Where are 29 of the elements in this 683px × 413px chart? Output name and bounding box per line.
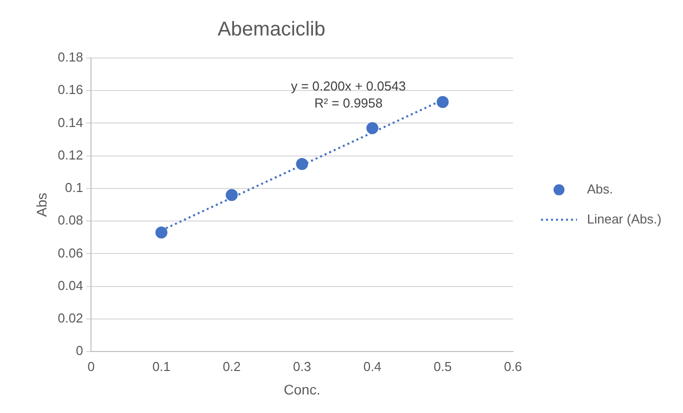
- x-tick-label: 0.5: [434, 358, 452, 374]
- point: [155, 226, 168, 239]
- y-tick-label: 0.04: [58, 278, 84, 293]
- annotation: y = 0.200x + 0.0543: [290, 78, 406, 94]
- x-tick-label: 0: [87, 358, 95, 374]
- y-tick-label: 0.14: [58, 114, 84, 130]
- y-tick-label: 0.16: [58, 82, 84, 98]
- point: [366, 122, 378, 134]
- x-axis-title: Conc.: [284, 381, 320, 398]
- x-tick-label: 0.4: [363, 358, 382, 374]
- y-tick-label: 0: [76, 343, 84, 358]
- annotation: R² = 0.9958: [314, 96, 383, 111]
- y-tick-label: 0.02: [58, 310, 84, 326]
- x-tick-label: 0.6: [504, 358, 522, 374]
- y-tick-label: 0.18: [58, 50, 84, 65]
- y-tick-label: 0.12: [58, 147, 84, 162]
- y-tick-label: 0.1: [65, 180, 84, 196]
- x-tick-label: 0.1: [152, 358, 170, 374]
- point: [436, 96, 449, 108]
- point: [296, 158, 308, 170]
- point: [226, 189, 238, 202]
- y-tick-label: 0.06: [58, 245, 84, 260]
- x-tick-label: 0.2: [222, 358, 241, 374]
- y-axis-title: Abs: [33, 192, 50, 217]
- x-tick-label: 0.3: [293, 358, 312, 374]
- legend-label: Linear (Abs.): [587, 211, 662, 226]
- y-tick-label: 0.08: [58, 212, 84, 228]
- chart-title: Abemaciclib: [218, 18, 326, 41]
- legend-label: Abs.: [587, 181, 614, 196]
